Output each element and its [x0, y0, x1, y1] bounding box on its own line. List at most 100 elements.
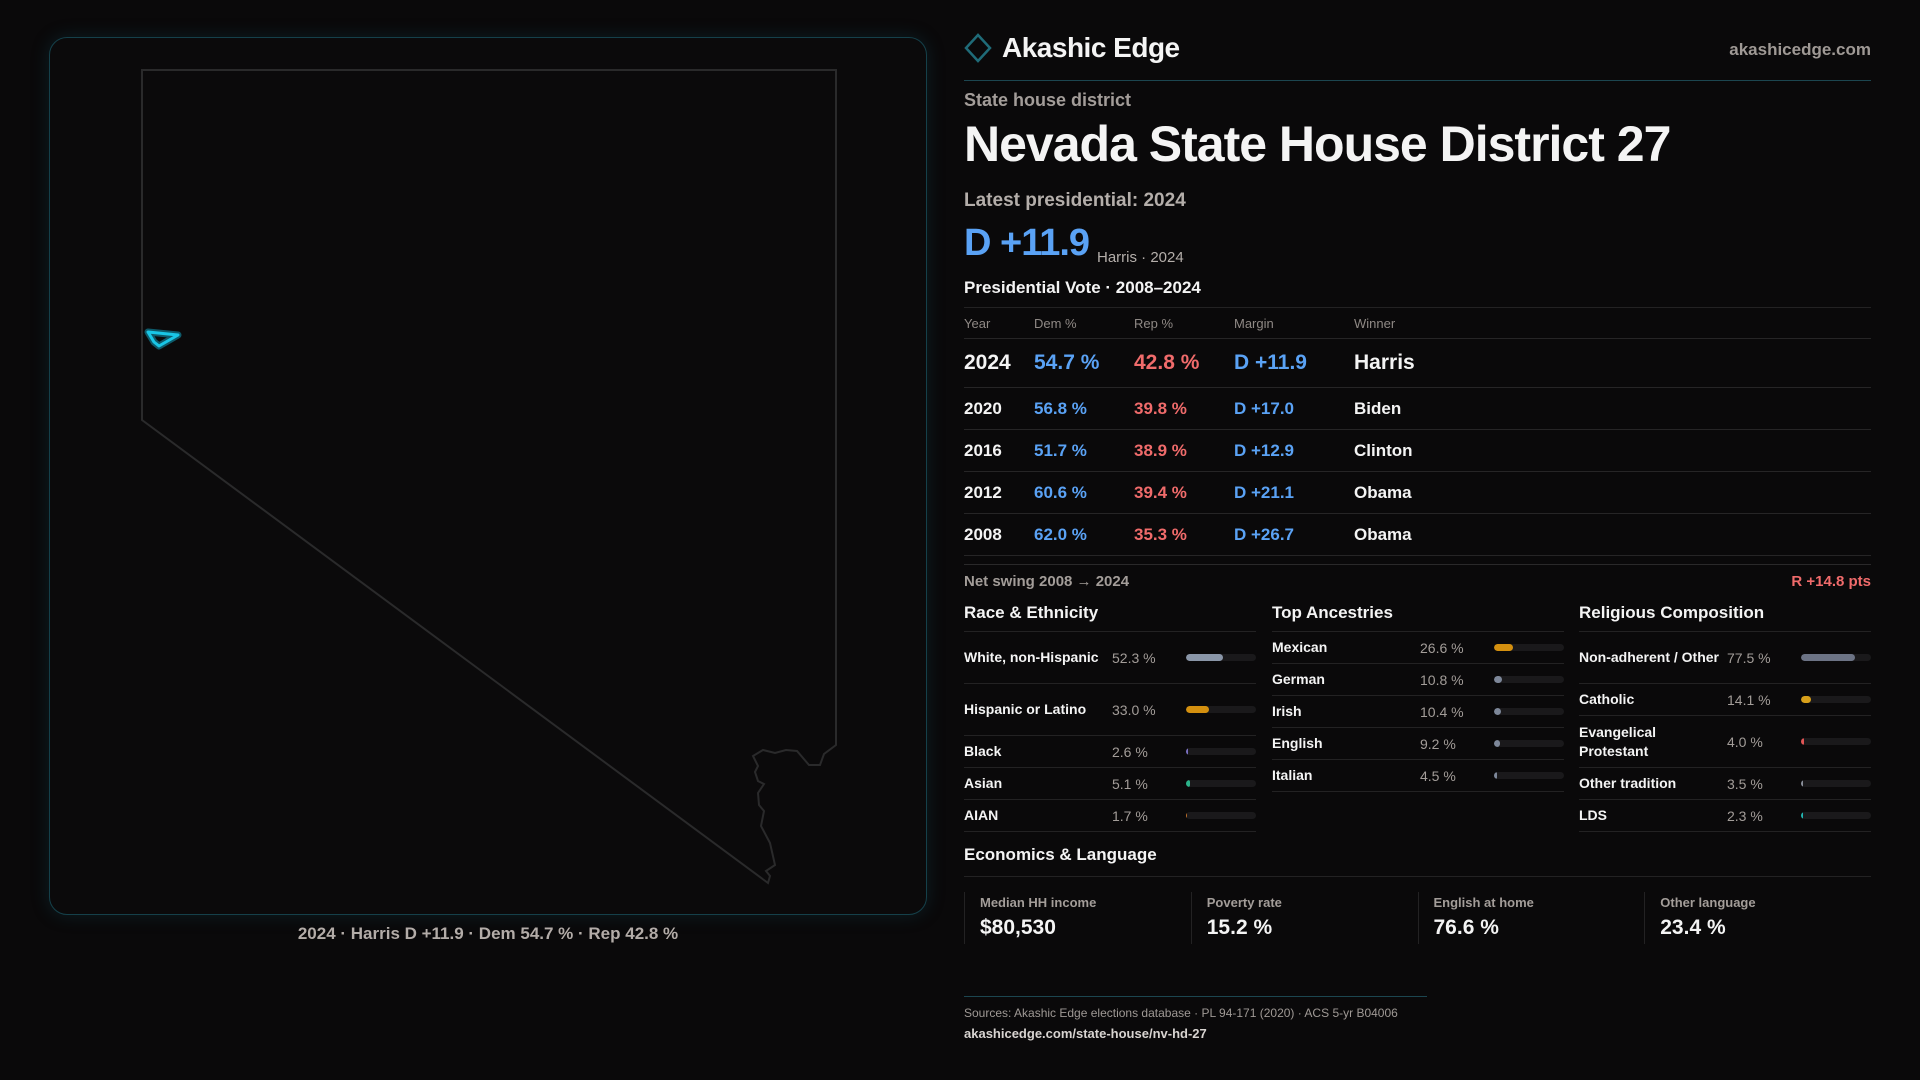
table-header: Year Dem % Rep % Margin Winner	[964, 308, 1871, 339]
list-item: Black 2.6 %	[964, 736, 1256, 768]
map-caption: 2024 · Harris D +11.9 · Dem 54.7 % · Rep…	[297, 924, 679, 943]
stat-card-other-language: Other language 23.4 %	[1644, 892, 1871, 944]
percent-bar	[1801, 738, 1871, 745]
table-row: 2024 54.7 % 42.8 % D +11.9 Harris	[964, 339, 1871, 388]
list-item: Asian 5.1 %	[964, 768, 1256, 800]
list-item: Catholic 14.1 %	[1579, 684, 1871, 716]
site-link[interactable]: akashicedge.com	[1729, 40, 1871, 59]
item-value: 5.1 %	[1112, 775, 1148, 792]
percent-bar-fill	[1801, 696, 1811, 703]
percent-bar-fill	[1801, 738, 1804, 745]
details-panel: Akashic Edge akashicedge.com State house…	[964, 0, 1871, 1080]
item-label: AIAN	[964, 807, 999, 823]
cell-rep: 39.4 %	[1134, 482, 1187, 502]
item-value: 4.5 %	[1420, 767, 1456, 784]
race-title: Race & Ethnicity	[964, 603, 1256, 632]
headline-sub: Harris · 2024	[1097, 249, 1184, 266]
item-label: German	[1272, 671, 1325, 687]
cell-margin: D +11.9	[1234, 351, 1307, 374]
list-item: Evangelical Protestant 4.0 %	[1579, 716, 1871, 768]
item-label: Catholic	[1579, 691, 1635, 707]
map-card	[49, 37, 927, 915]
stat-card-poverty: Poverty rate 15.2 %	[1190, 892, 1418, 944]
item-label: English	[1272, 735, 1323, 751]
table-row: 2012 60.6 % 39.4 % D +21.1 Obama	[964, 472, 1871, 514]
cell-rep: 35.3 %	[1134, 524, 1187, 544]
religion-section: Religious Composition Non-adherent / Othe…	[1579, 603, 1871, 832]
percent-bar-fill	[1494, 644, 1513, 651]
page-url-link[interactable]: akashicedge.com/state-house/nv-hd-27	[964, 1026, 1207, 1041]
cell-year: 2012	[964, 482, 1002, 502]
cell-rep: 39.8 %	[1134, 398, 1187, 418]
list-item: LDS 2.3 %	[1579, 800, 1871, 832]
list-item: Non-adherent / Other 77.5 %	[1579, 632, 1871, 684]
race-section: Race & Ethnicity White, non-Hispanic 52.3 …	[964, 603, 1256, 832]
percent-bar-fill	[1801, 812, 1803, 819]
economics-cards: Median HH income $80,530 Poverty rate 15.2…	[964, 892, 1871, 944]
item-label: Italian	[1272, 767, 1313, 783]
item-label: Non-adherent / Other	[1579, 649, 1720, 665]
cell-rep: 38.9 %	[1134, 440, 1187, 460]
item-label: Black	[964, 743, 1002, 759]
stat-label: Poverty rate	[1206, 895, 1282, 910]
list-item: White, non-Hispanic 52.3 %	[964, 632, 1256, 684]
item-label: Other tradition	[1579, 775, 1677, 791]
header-year: Year	[964, 315, 991, 331]
presidential-vote-title: Presidential Vote · 2008–2024	[964, 278, 1201, 297]
percent-bar-fill	[1494, 676, 1502, 683]
cell-winner: Obama	[1354, 482, 1412, 502]
item-label: Irish	[1272, 703, 1302, 719]
item-value: 10.8 %	[1420, 671, 1464, 688]
cell-year: 2024	[964, 351, 1011, 374]
item-value: 3.5 %	[1727, 775, 1763, 792]
list-item: Mexican 26.6 %	[1272, 632, 1564, 664]
item-value: 14.1 %	[1727, 691, 1771, 708]
percent-bar-fill	[1186, 706, 1210, 713]
list-item: Hispanic or Latino 33.0 %	[964, 684, 1256, 736]
district-type: State house district	[964, 90, 1132, 110]
cell-dem: 54.7 %	[1034, 351, 1100, 374]
cell-dem: 51.7 %	[1034, 440, 1087, 460]
economics-divider	[964, 876, 1871, 877]
stat-value: 76.6 %	[1433, 916, 1499, 939]
diamond-logo-icon	[964, 33, 992, 63]
percent-bar-fill	[1186, 780, 1190, 787]
percent-bar	[1801, 654, 1871, 661]
table-row: 2008 62.0 % 35.3 % D +26.7 Obama	[964, 514, 1871, 556]
item-label: White, non-Hispanic	[964, 649, 1099, 665]
item-value: 9.2 %	[1420, 735, 1456, 752]
stat-card-income: Median HH income $80,530	[964, 892, 1191, 944]
percent-bar	[1494, 676, 1564, 683]
percent-bar-fill	[1186, 748, 1188, 755]
table-end-divider	[964, 564, 1871, 565]
percent-bar-fill	[1801, 654, 1856, 661]
ancestry-section: Top Ancestries Mexican 26.6 % German 10.8 % I…	[1272, 603, 1564, 792]
headline-margin: D +11.9	[964, 222, 1090, 264]
footer-divider	[964, 996, 1427, 997]
percent-bar	[1186, 748, 1256, 755]
item-value: 10.4 %	[1420, 703, 1464, 720]
percent-bar	[1801, 780, 1871, 787]
brand[interactable]: Akashic Edge	[964, 32, 1180, 64]
percent-bar	[1186, 780, 1256, 787]
cell-margin: D +17.0	[1234, 398, 1295, 418]
item-value: 2.6 %	[1112, 743, 1148, 760]
percent-bar-fill	[1494, 772, 1498, 779]
item-value: 33.0 %	[1112, 701, 1156, 718]
percent-bar	[1801, 696, 1871, 703]
stat-value: 23.4 %	[1660, 916, 1726, 939]
item-label: Hispanic or Latino	[964, 701, 1087, 717]
header-dem: Dem %	[1034, 315, 1077, 331]
item-value: 26.6 %	[1420, 639, 1464, 656]
cell-dem: 60.6 %	[1034, 482, 1087, 502]
percent-bar	[1494, 644, 1564, 651]
list-item: Other tradition 3.5 %	[1579, 768, 1871, 800]
stat-label: Other language	[1660, 895, 1756, 910]
list-item: German 10.8 %	[1272, 664, 1564, 696]
percent-bar	[1186, 706, 1256, 713]
latest-presidential-label: Latest presidential: 2024	[964, 190, 1186, 211]
net-swing-value: R +14.8 pts	[1791, 573, 1871, 590]
list-item: Irish 10.4 %	[1272, 696, 1564, 728]
stat-value: $80,530	[980, 916, 1056, 939]
list-item: AIAN 1.7 %	[964, 800, 1256, 832]
